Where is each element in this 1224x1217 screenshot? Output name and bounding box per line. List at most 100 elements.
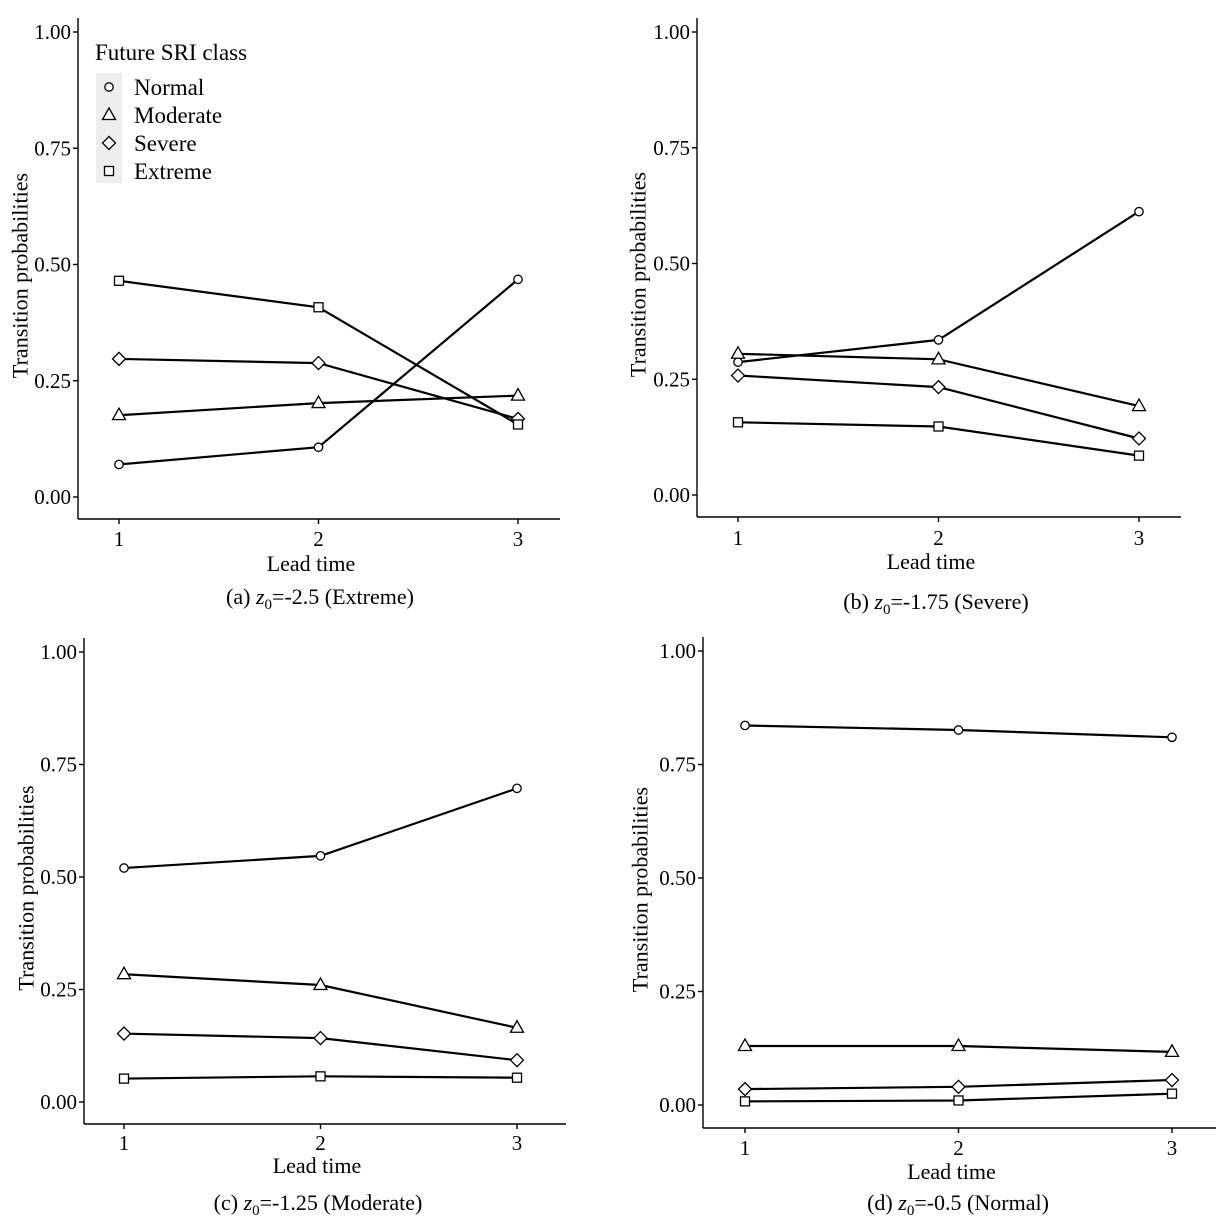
legend: Future SRI class Normal Moderate Severe Extr… — [95, 40, 247, 184]
y-axis-title: Transition probabilities — [626, 172, 651, 377]
y-tick-label: 0.00 — [40, 1090, 77, 1114]
legend-label: Moderate — [134, 103, 222, 128]
chart-panel-4: 0.00 0.25 0.50 0.75 1.00 1 2 3 Lead time Transiti… — [628, 637, 1216, 1217]
point-extreme — [732, 417, 744, 428]
point-normal — [114, 459, 124, 470]
point-moderate — [737, 1037, 753, 1052]
y-tick-label: 0.00 — [34, 485, 71, 509]
y-tick-label: 0.75 — [659, 753, 696, 777]
panel-caption: (a) z0=-2.5 (Extreme) — [226, 584, 414, 613]
point-extreme — [512, 419, 524, 430]
point-moderate — [510, 387, 526, 401]
y-axis-title: Transition probabilities — [8, 173, 33, 378]
y-tick-label: 0.75 — [40, 753, 77, 777]
y-axis-title: Transition probabilities — [628, 787, 653, 992]
point-extreme — [511, 1072, 523, 1083]
x-axis-title: Lead time — [887, 549, 976, 574]
x-axis-title: Lead time — [907, 1159, 996, 1184]
y-tick-label: 0.25 — [34, 369, 71, 393]
circle-icon — [104, 82, 114, 92]
legend-label: Severe — [134, 131, 197, 156]
y-tick-label: 0.00 — [653, 483, 690, 507]
point-moderate — [116, 965, 132, 980]
panel-caption: (d) z0=-0.5 (Normal) — [867, 1190, 1049, 1217]
point-severe — [737, 1081, 753, 1097]
point-severe — [509, 1052, 525, 1068]
y-tick-label: 0.00 — [659, 1093, 696, 1117]
point-extreme — [1133, 450, 1145, 461]
chart-panel-2: 0.00 0.25 0.50 0.75 1.00 1 2 3 Lead time Transiti… — [626, 18, 1181, 618]
point-severe — [931, 379, 946, 395]
point-normal — [315, 850, 326, 861]
x-axis-title: Lead time — [273, 1153, 362, 1178]
point-severe — [730, 368, 746, 383]
point-normal — [1134, 206, 1144, 217]
legend-label: Extreme — [134, 159, 212, 184]
y-tick-label: 1.00 — [40, 640, 77, 664]
y-tick-label: 0.50 — [659, 866, 696, 890]
point-severe — [1131, 431, 1147, 446]
diamond-icon — [101, 135, 117, 151]
x-tick-label: 1 — [733, 526, 744, 550]
point-extreme — [113, 275, 125, 286]
legend-title: Future SRI class — [95, 40, 247, 65]
panel-caption: (c) z0=-1.25 (Moderate) — [214, 1190, 423, 1217]
y-tick-label: 1.00 — [34, 20, 71, 44]
x-tick-label: 2 — [313, 527, 324, 551]
y-tick-label: 0.25 — [659, 980, 696, 1004]
point-normal — [733, 357, 743, 367]
point-severe — [111, 351, 127, 367]
x-axis-title: Lead time — [267, 551, 356, 576]
point-moderate — [111, 406, 127, 421]
point-moderate — [312, 976, 329, 991]
point-normal — [513, 274, 523, 285]
y-tick-label: 0.25 — [653, 367, 690, 391]
point-extreme — [933, 421, 944, 432]
y-tick-label: 0.50 — [653, 252, 690, 276]
point-moderate — [310, 394, 327, 409]
point-severe — [1164, 1072, 1180, 1088]
point-severe — [116, 1026, 132, 1042]
x-tick-label: 1 — [114, 527, 125, 551]
point-extreme — [953, 1095, 964, 1106]
x-tick-label: 3 — [513, 527, 524, 551]
x-tick-label: 2 — [315, 1131, 326, 1155]
chart-panel-1: 0.00 0.25 0.50 0.75 1.00 1 2 3 Lead time Transiti… — [8, 18, 560, 613]
y-axis-title: Transition probabilities — [14, 785, 39, 990]
y-tick-label: 0.75 — [653, 136, 690, 160]
point-moderate — [1164, 1043, 1180, 1058]
square-icon — [103, 165, 115, 177]
point-normal — [740, 720, 750, 731]
point-normal — [313, 442, 324, 453]
point-severe — [951, 1079, 966, 1095]
point-severe — [311, 355, 326, 371]
point-extreme — [739, 1096, 751, 1107]
point-normal — [953, 725, 964, 735]
point-extreme — [1166, 1088, 1178, 1099]
x-tick-label: 2 — [953, 1136, 964, 1160]
y-tick-label: 0.75 — [34, 136, 71, 160]
panel-caption: (b) z0=-1.75 (Severe) — [843, 589, 1028, 618]
point-normal — [1167, 732, 1177, 743]
y-tick-label: 0.25 — [40, 978, 77, 1002]
point-normal — [119, 863, 129, 873]
x-tick-label: 1 — [740, 1136, 751, 1160]
point-normal — [512, 783, 522, 794]
point-severe — [313, 1030, 328, 1046]
y-tick-label: 0.50 — [40, 865, 77, 889]
triangle-icon — [101, 106, 117, 121]
x-tick-label: 1 — [119, 1131, 130, 1155]
x-tick-label: 3 — [512, 1131, 523, 1155]
point-moderate — [930, 351, 947, 365]
point-normal — [933, 335, 944, 345]
x-tick-label: 3 — [1134, 526, 1145, 550]
point-extreme — [315, 1071, 326, 1082]
legend-label: Normal — [134, 75, 204, 100]
point-moderate — [950, 1037, 967, 1052]
x-tick-label: 3 — [1167, 1136, 1178, 1160]
y-tick-label: 1.00 — [653, 20, 690, 44]
point-extreme — [118, 1073, 130, 1084]
point-moderate — [1131, 397, 1147, 412]
point-moderate — [730, 345, 746, 359]
